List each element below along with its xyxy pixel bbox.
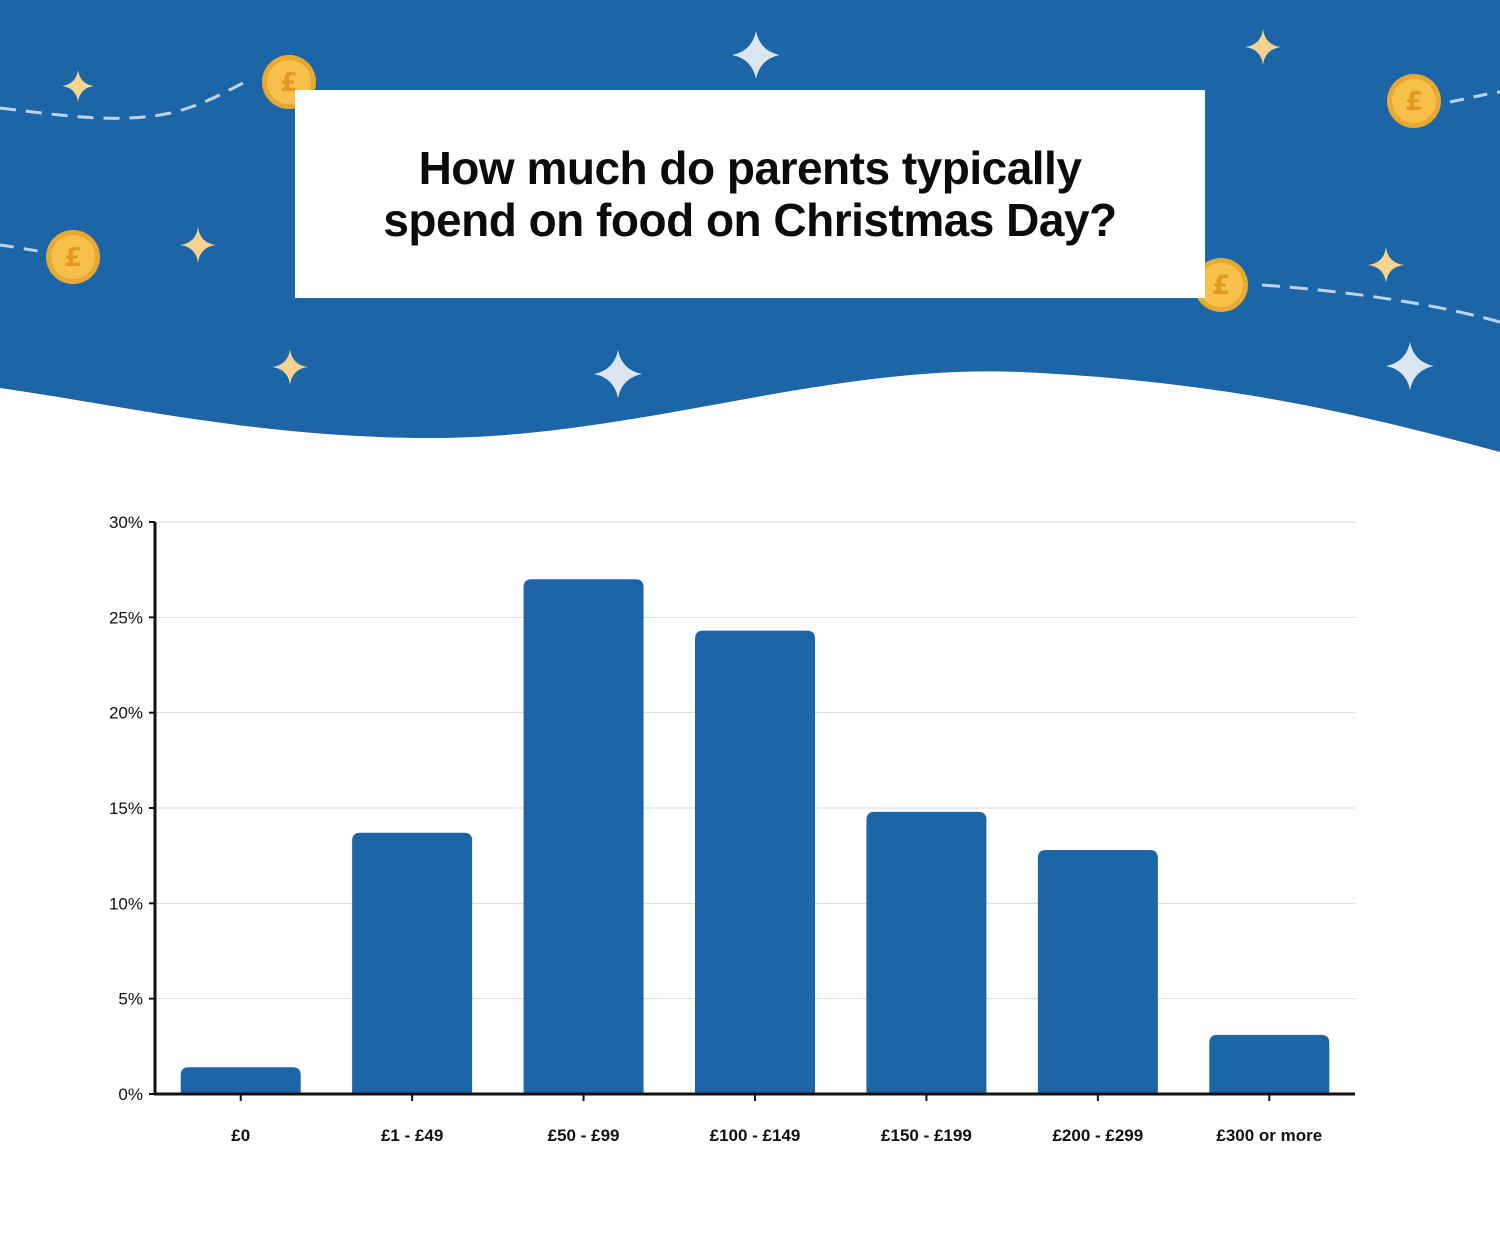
coin-trail-right: [1261, 283, 1500, 324]
y-tick-label: 15%: [109, 799, 143, 818]
sparkle-icon: [272, 349, 308, 385]
bar: [352, 832, 473, 1094]
y-tick-label: 10%: [109, 894, 143, 913]
y-tick-label: 20%: [109, 704, 143, 723]
y-tick-label: 5%: [118, 990, 143, 1009]
bar: [1037, 849, 1158, 1094]
coin-symbol: £: [280, 68, 298, 98]
star-icon: [594, 350, 642, 398]
title-card: How much do parents typically spend on f…: [295, 90, 1205, 298]
coin-symbol: £: [1212, 271, 1230, 301]
star-icon: [732, 31, 780, 79]
chart-title: How much do parents typically spend on f…: [340, 142, 1160, 246]
bar: [695, 630, 815, 1094]
bar: [180, 1067, 301, 1094]
chart-title-line-2: spend on food on Christmas Day?: [383, 194, 1117, 246]
x-tick-label: £150 - £199: [881, 1126, 972, 1145]
chart-title-line-1: How much do parents typically: [418, 142, 1082, 194]
x-tick-label: £300 or more: [1216, 1126, 1322, 1145]
coin-symbol: £: [64, 243, 82, 273]
x-tick-label: £1 - £49: [381, 1126, 443, 1145]
sparkle-icon: [62, 70, 94, 102]
sparkle-icon: [180, 227, 216, 263]
coin-trail-left: [0, 243, 46, 254]
x-tick-label: £200 - £299: [1052, 1126, 1143, 1145]
x-tick-label: £50 - £99: [548, 1126, 620, 1145]
x-tick-label: £100 - £149: [710, 1126, 801, 1145]
star-icon: [1386, 342, 1434, 390]
bar-chart: 0% 5% 10% 15% 20% 25% 30% £0 £1 - £49 £50 - £99 £1…: [109, 513, 1355, 1145]
sparkle-icon: [1368, 247, 1404, 283]
bar: [1209, 1034, 1330, 1094]
x-tick-label: £0: [231, 1126, 250, 1145]
coin-trail-top-left: [0, 80, 246, 120]
bar: [523, 579, 644, 1094]
y-tick-label: 25%: [109, 608, 143, 627]
coin-icon: £: [1387, 74, 1441, 128]
y-tick-label: 0%: [118, 1085, 143, 1104]
coin-icon: £: [46, 230, 100, 284]
coin-icon: £: [1194, 258, 1248, 312]
coin-trail-top-right: [1449, 90, 1500, 104]
sparkle-icon: [1245, 29, 1281, 65]
coin-symbol: £: [1405, 87, 1423, 117]
bar: [866, 811, 987, 1094]
y-tick-label: 30%: [109, 513, 143, 532]
